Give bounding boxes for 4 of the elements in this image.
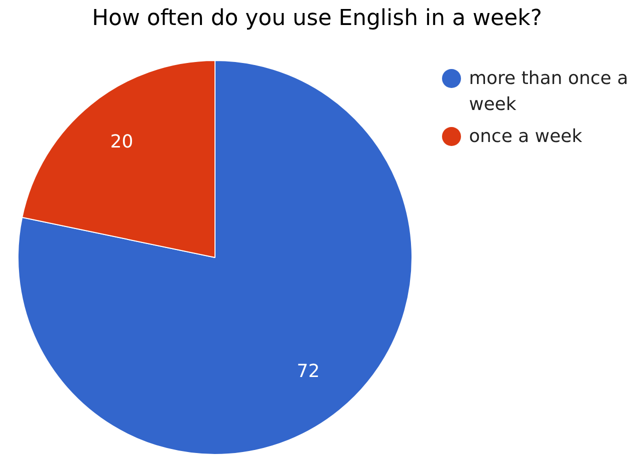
legend-label: once a week xyxy=(469,125,582,149)
chart-title: How often do you use English in a week? xyxy=(90,6,544,31)
data-label: 72 xyxy=(296,360,320,382)
data-label: 20 xyxy=(110,132,134,153)
